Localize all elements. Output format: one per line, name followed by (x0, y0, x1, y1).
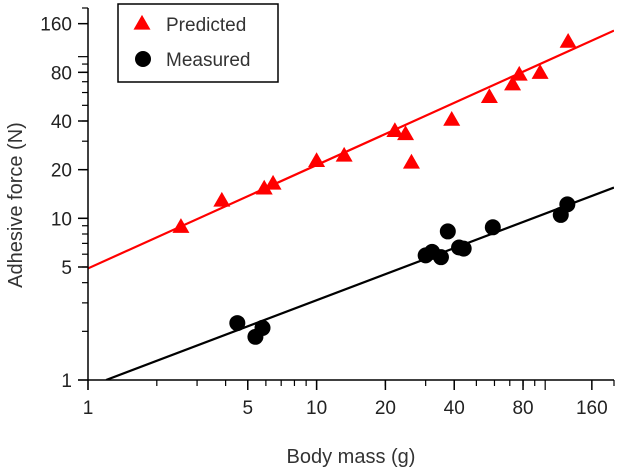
legend-label-predicted: Predicted (166, 15, 246, 36)
x-tick-label: 40 (444, 398, 465, 419)
x-tick-label: 10 (306, 398, 327, 419)
point-predicted (504, 75, 522, 91)
point-predicted (531, 64, 549, 79)
y-tick-label: 1 (61, 371, 72, 392)
point-predicted (213, 191, 231, 207)
point-predicted (559, 32, 577, 48)
point-measured (455, 240, 472, 257)
point-predicted (480, 88, 498, 103)
y-tick-label: 20 (51, 161, 72, 182)
x-tick-label: 5 (242, 398, 253, 419)
point-predicted (335, 146, 353, 162)
y-tick-label: 10 (51, 209, 72, 230)
point-measured (432, 249, 449, 266)
legend: Predicted Measured (117, 3, 279, 83)
point-predicted (397, 125, 415, 141)
point-predicted (402, 153, 420, 169)
y-tick-label: 5 (61, 258, 72, 279)
y-axis-title: Adhesive force (N) (5, 122, 27, 288)
x-tick-label: 1 (83, 398, 94, 419)
point-measured (254, 319, 271, 336)
y-tick-label: 40 (51, 112, 72, 133)
legend-marker-measured (135, 51, 151, 67)
fit-line-measured (105, 186, 614, 380)
x-axis-title: Body mass (g) (287, 446, 416, 468)
point-measured (559, 196, 576, 213)
point-predicted (443, 110, 461, 126)
y-tick-label: 160 (40, 15, 72, 36)
point-measured (229, 315, 246, 332)
y-tick-label: 80 (51, 63, 72, 84)
legend-box (117, 3, 279, 83)
point-predicted (510, 65, 528, 81)
legend-marker-predicted (133, 14, 151, 30)
legend-label-measured: Measured (166, 50, 251, 71)
point-predicted (172, 218, 190, 233)
axes (78, 7, 615, 390)
point-predicted (386, 122, 404, 138)
point-measured (439, 223, 456, 240)
tick-labels: 1 5 10 20 40 80 160 1 5 10 20 40 80 160 (40, 15, 607, 419)
x-tick-label: 160 (576, 398, 608, 419)
fit-lines (88, 29, 614, 380)
point-predicted (264, 174, 282, 190)
x-tick-label: 80 (512, 398, 533, 419)
point-predicted (255, 179, 273, 195)
x-tick-label: 20 (375, 398, 396, 419)
data-points (172, 32, 577, 345)
point-predicted (308, 152, 326, 168)
point-measured (484, 219, 501, 236)
